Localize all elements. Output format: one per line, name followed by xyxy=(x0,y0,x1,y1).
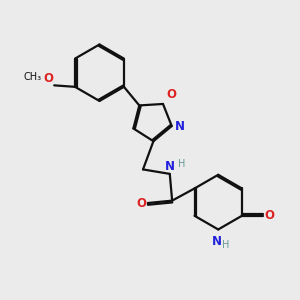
Text: O: O xyxy=(136,196,146,209)
Text: O: O xyxy=(265,209,275,222)
Text: H: H xyxy=(178,158,185,169)
Text: CH₃: CH₃ xyxy=(24,72,42,82)
Text: N: N xyxy=(212,235,222,248)
Text: N: N xyxy=(175,120,185,133)
Text: N: N xyxy=(165,160,175,173)
Text: O: O xyxy=(167,88,177,101)
Text: O: O xyxy=(43,72,53,85)
Text: H: H xyxy=(222,240,229,250)
